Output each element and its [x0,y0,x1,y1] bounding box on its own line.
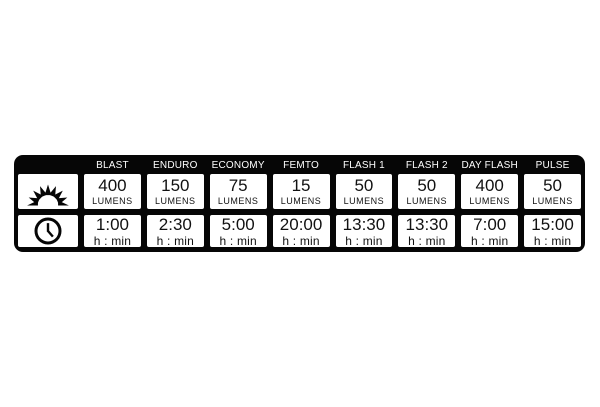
lumens-unit-label: LUMENS [155,195,196,206]
runtime-unit-label: h : min [470,233,509,248]
lumens-unit-label: LUMENS [343,195,385,206]
runtime-cell-femto: 20:00 h : min [272,214,330,248]
runtime-cell-blast: 1:00 h : min [84,215,141,247]
lumens-unit-label: LUMENS [469,195,510,206]
mode-label-blast: BLAST [96,159,129,171]
runtime-cell-flash-2: 13:30 h : min [398,214,456,248]
runtime-icon-cell [18,215,78,247]
runtime-value: 13:30 [405,214,449,234]
lumens-value: 400 [475,176,504,196]
lumens-value: 15 [291,176,311,196]
lumens-cell-economy: 75 LUMENS [209,174,267,209]
lumens-unit-label: LUMENS [280,195,322,206]
runtime-unit-label: h : min [282,233,320,248]
runtime-unit-label: h : min [219,233,257,248]
lumens-unit-label: LUMENS [406,195,448,206]
lumens-value: 400 [98,176,127,196]
lumens-value: 50 [354,176,374,196]
runtime-unit-label: h : min [408,233,446,248]
lumens-unit-label: LUMENS [217,195,259,206]
runtime-cell-economy: 5:00 h : min [209,214,267,248]
runtime-cell-pulse: 15:00 h : min [524,215,581,247]
lumens-cell-day-flash: 400 LUMENS [461,174,519,209]
mode-label-femto: FEMTO [283,159,319,171]
runtime-unit-label: h : min [156,233,195,248]
mode-label-flash-2: FLASH 2 [405,159,448,171]
runtime-value: 15:00 [531,214,574,234]
lumens-cell-pulse: 50 LUMENS [524,174,581,209]
mode-label-pulse: PULSE [535,159,570,171]
runtime-value: 20:00 [279,214,323,234]
runtime-value: 5:00 [221,214,255,234]
lumens-value: 50 [417,176,437,196]
mode-label-economy: ECONOMY [211,159,265,171]
runtime-row: 1:00 h : min 2:30 h : min 5:00 h : min 2… [18,215,581,247]
runtime-unit-label: h : min [533,233,572,248]
mode-label-day-flash: DAY FLASH [461,159,518,171]
lumens-cell-flash-1: 50 LUMENS [335,174,393,209]
lumens-row: 400 LUMENS 150 LUMENS 75 LUMENS 15 LUMEN… [18,174,581,209]
clock-icon [34,217,62,245]
sun-rays-icon [27,184,69,206]
light-modes-spec-table: BLAST ENDURO ECONOMY FEMTO FLASH 1 FLASH… [14,155,585,252]
lumens-cell-enduro: 150 LUMENS [146,174,204,209]
lumens-unit-label: LUMENS [532,195,573,206]
lumens-value: 75 [228,176,248,196]
table-header-row: BLAST ENDURO ECONOMY FEMTO FLASH 1 FLASH… [18,157,581,174]
lumens-unit-label: LUMENS [92,195,133,206]
mode-label-flash-1: FLASH 1 [342,159,385,171]
lumens-cell-femto: 15 LUMENS [272,174,330,209]
runtime-value: 1:00 [95,214,129,234]
runtime-cell-enduro: 2:30 h : min [146,214,204,248]
mode-label-enduro: ENDURO [153,159,198,171]
lumens-value: 50 [543,176,563,196]
lumens-cell-flash-2: 50 LUMENS [398,174,456,209]
runtime-unit-label: h : min [345,233,383,248]
runtime-cell-day-flash: 7:00 h : min [461,214,519,248]
runtime-cell-flash-1: 13:30 h : min [335,214,393,248]
lumens-value: 150 [161,176,190,196]
runtime-value: 13:30 [342,214,386,234]
runtime-value: 2:30 [158,214,192,234]
brightness-icon-cell [18,174,78,209]
runtime-unit-label: h : min [93,233,132,248]
lumens-cell-blast: 400 LUMENS [84,174,141,209]
runtime-value: 7:00 [473,214,507,234]
